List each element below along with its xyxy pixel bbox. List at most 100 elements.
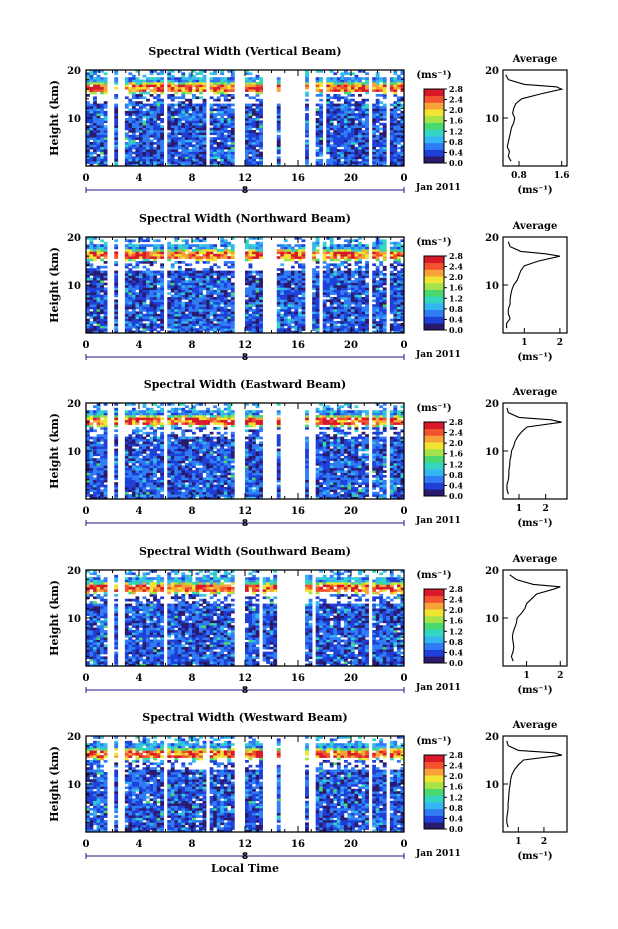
heatmap-cell: [347, 299, 352, 303]
heatmap-cell: [114, 263, 119, 267]
heatmap-cell: [354, 313, 359, 317]
heatmap-cell: [389, 289, 394, 293]
heatmap-cell: [128, 154, 133, 157]
heatmap-cell: [389, 113, 394, 116]
heatmap-cell: [245, 239, 249, 243]
heatmap-cell: [230, 323, 235, 327]
heatmap-cell: [227, 244, 232, 247]
heatmap-cell: [170, 253, 175, 257]
heatmap-cell: [114, 246, 119, 250]
heatmap-cell: [382, 146, 387, 150]
heatmap-cell: [326, 313, 331, 317]
heatmap-cell: [259, 277, 263, 281]
heatmap-cell: [375, 142, 380, 145]
heatmap-cell: [255, 154, 260, 157]
heatmap-cell: [322, 304, 327, 307]
heatmap-cell: [89, 448, 94, 452]
heatmap-cell: [220, 161, 225, 164]
heatmap-cell: [396, 311, 401, 315]
heatmap-cell: [389, 292, 394, 295]
heatmap-cell: [351, 309, 355, 312]
heatmap-cell: [96, 82, 101, 85]
heatmap-cell: [326, 316, 331, 319]
heatmap-cell: [128, 72, 133, 76]
heatmap-cell: [248, 115, 253, 119]
heatmap-cell: [220, 110, 225, 114]
heatmap-cell: [358, 86, 362, 90]
heatmap-cell: [184, 294, 189, 298]
heatmap-cell: [181, 328, 186, 331]
heatmap-cell: [298, 328, 302, 331]
heatmap-cell: [220, 292, 225, 295]
heatmap-cell: [174, 330, 179, 334]
heatmap-cell: [220, 139, 225, 143]
heatmap-cell: [287, 318, 292, 322]
heatmap-cell: [184, 275, 189, 279]
heatmap-cell: [170, 142, 175, 145]
heatmap-cell: [96, 419, 101, 423]
heatmap-cell: [181, 144, 186, 148]
heatmap-cell: [326, 306, 331, 310]
heatmap-cell: [156, 246, 161, 250]
heatmap-cell: [255, 132, 260, 136]
heatmap-cell: [174, 158, 179, 162]
heatmap-cell: [389, 149, 394, 152]
heatmap-cell: [351, 110, 355, 114]
heatmap-cell: [209, 72, 214, 76]
heatmap-cell: [358, 241, 362, 245]
heatmap-cell: [160, 246, 165, 250]
heatmap-cell: [375, 309, 380, 312]
heatmap-cell: [153, 280, 157, 283]
heatmap-cell: [135, 158, 140, 162]
heatmap-cell: [340, 161, 345, 164]
heatmap-cell: [93, 244, 97, 247]
heatmap-cell: [326, 275, 331, 279]
heatmap-cell: [347, 292, 352, 295]
heatmap-cell: [276, 251, 281, 255]
heatmap-cell: [167, 299, 172, 303]
heatmap-cell: [333, 316, 338, 319]
heatmap-cell: [96, 472, 101, 476]
heatmap-cell: [128, 270, 133, 274]
heatmap-cell: [372, 311, 377, 315]
heatmap-cell: [223, 103, 228, 107]
heatmap-cell: [153, 270, 157, 274]
heatmap-cell: [393, 287, 398, 291]
heatmap-cell: [361, 120, 366, 124]
heatmap-cell: [124, 318, 129, 322]
heatmap-cell: [340, 289, 345, 293]
heatmap-cell: [382, 268, 387, 271]
heatmap-cell: [336, 115, 341, 119]
heatmap-cell: [379, 285, 384, 288]
heatmap-cell: [86, 313, 90, 317]
heatmap-cell: [199, 323, 203, 327]
heatmap-cell: [379, 139, 384, 143]
heatmap-cell: [400, 84, 405, 88]
heatmap-cell: [177, 115, 182, 119]
heatmap-cell: [114, 115, 119, 119]
heatmap-cell: [199, 137, 203, 140]
heatmap-cell: [276, 273, 281, 276]
heatmap-cell: [139, 273, 143, 276]
heatmap-cell: [340, 115, 345, 119]
heatmap-cell: [372, 89, 377, 92]
heatmap-cell: [209, 275, 214, 279]
heatmap-cell: [248, 253, 253, 257]
heatmap-cell: [358, 79, 362, 83]
heatmap-cell: [199, 130, 203, 133]
heatmap-cell: [389, 277, 394, 281]
heatmap-cell: [199, 289, 203, 293]
heatmap-cell: [245, 253, 249, 257]
heatmap-cell: [298, 237, 302, 240]
heatmap-cell: [100, 79, 104, 83]
colorbar-swatch: [424, 89, 444, 97]
heatmap-cell: [131, 132, 136, 136]
heatmap-cell: [199, 146, 203, 150]
heatmap-cell: [230, 103, 235, 107]
heatmap-cell: [290, 258, 295, 262]
heatmap-cell: [156, 318, 161, 322]
heatmap-cell: [156, 130, 161, 133]
heatmap-cell: [156, 292, 161, 295]
heatmap-cell: [329, 86, 334, 90]
heatmap-cell: [96, 113, 101, 116]
